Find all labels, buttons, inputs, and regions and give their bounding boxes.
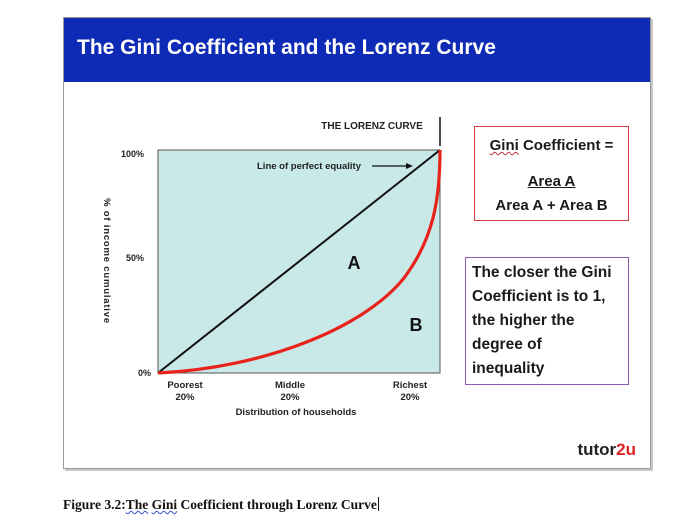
interpretation-line-2: Coefficient is to 1, [472, 288, 606, 305]
interpretation-line-4: degree of [472, 336, 542, 353]
slide: The Gini Coefficient and the Lorenz Curv… [63, 17, 651, 469]
y-tick-100: 100% [121, 149, 144, 159]
equality-label: Line of perfect equality [257, 161, 362, 172]
x-tick-poorest-pct: 20% [175, 392, 195, 403]
x-tick-richest-pct: 20% [400, 392, 420, 403]
interpretation-line-5: inequality [472, 360, 545, 377]
gini-numerator: Area A [527, 173, 576, 190]
area-a-label: A [348, 253, 361, 273]
logo-prefix: tutor [577, 440, 617, 459]
area-b-label: B [410, 315, 423, 335]
tutor2u-logo: tutor2u [577, 440, 636, 460]
equality-arrow-head [406, 163, 413, 169]
x-tick-poorest: Poorest [167, 380, 203, 391]
text-cursor [377, 497, 379, 511]
gini-denominator: Area A + Area B [495, 197, 608, 214]
lorenz-diagram: % of income cumulative 100% 50% 0% Poore… [101, 117, 442, 418]
caption-gini: Gini [151, 497, 178, 512]
figure-caption: Figure 3.2:The Gini Coefficient through … [63, 497, 379, 513]
interpretation-line-3: the higher the [472, 312, 575, 329]
equality-line [157, 149, 441, 374]
lorenz-label: THE LORENZ CURVE [321, 121, 423, 132]
caption-suffix: Coefficient through Lorenz Curve [177, 497, 377, 512]
slide-header: The Gini Coefficient and the Lorenz Curv… [64, 18, 650, 82]
interpretation-box: The closer the Gini Coefficient is to 1,… [465, 257, 629, 385]
gini-formula-title: Gini Coefficient = [475, 137, 628, 154]
x-tick-middle-pct: 20% [280, 392, 300, 403]
y-tick-50: 50% [126, 253, 144, 263]
x-axis-title: Distribution of households [236, 407, 357, 418]
caption-the: The [125, 497, 149, 512]
y-tick-0: 0% [138, 368, 151, 378]
x-tick-middle: Middle [275, 380, 305, 391]
caption-prefix: Figure 3.2: [63, 497, 126, 512]
x-tick-richest: Richest [393, 380, 428, 391]
interpretation-line-1: The closer the Gini [472, 264, 612, 281]
gini-word: Gini [489, 137, 519, 154]
y-axis-title: % of income cumulative [101, 198, 112, 324]
gini-formula-title-rest: Coefficient = [518, 137, 614, 154]
slide-title: The Gini Coefficient and the Lorenz Curv… [77, 36, 496, 59]
lorenz-curve [157, 149, 442, 375]
gini-formula-box: Gini Coefficient = Area A Area A + Area … [474, 126, 629, 221]
logo-suffix: 2u [616, 440, 636, 459]
